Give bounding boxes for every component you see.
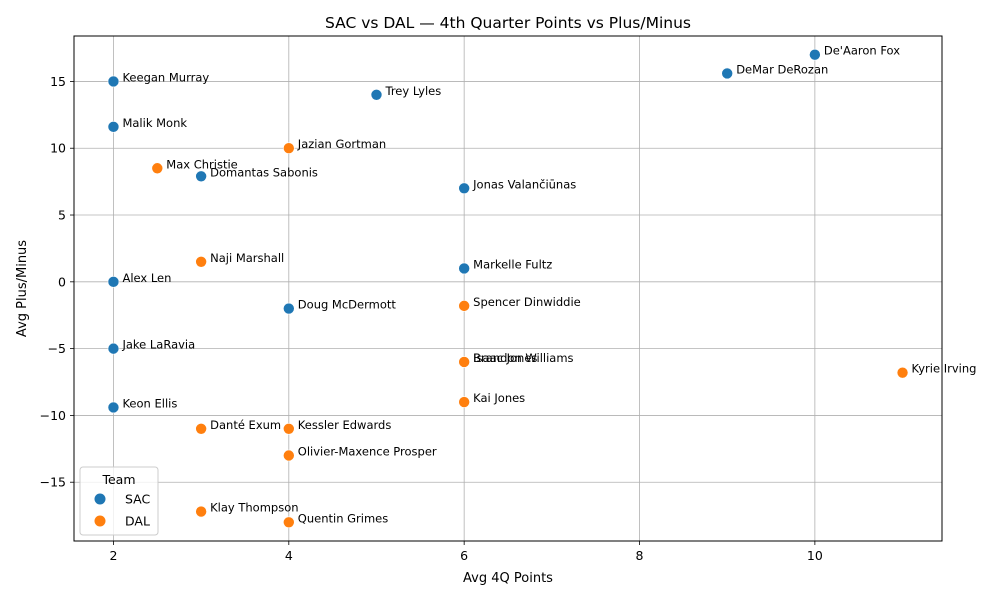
point-label: De'Aaron Fox <box>824 44 900 58</box>
data-point <box>458 356 470 368</box>
legend-items: SAC DAL <box>94 492 150 529</box>
point-label: Jazian Gortman <box>297 137 386 151</box>
data-point <box>458 182 470 195</box>
data-point <box>721 67 733 80</box>
y-tick-label: −5 <box>48 341 66 356</box>
data-points: De'Aaron Fox DeMar DeRozan Keegan Murray Tr… <box>107 44 977 529</box>
y-tick-label: −10 <box>40 408 66 423</box>
point-label: Jake LaRavia <box>121 338 195 352</box>
data-point <box>283 422 295 435</box>
legend-marker <box>94 493 106 505</box>
x-tick-label: 8 <box>636 548 644 563</box>
y-axis-label: Avg Plus/Minus <box>15 240 30 337</box>
x-tick-label: 2 <box>109 548 117 563</box>
data-point <box>107 401 120 414</box>
point-label: Klay Thompson <box>210 501 298 515</box>
point-label: Spencer Dinwiddie <box>473 295 581 309</box>
data-point <box>283 516 295 529</box>
point-label: Alex Len <box>122 271 171 285</box>
point-label: Kai Jones <box>473 391 525 405</box>
point-label: Malik Monk <box>122 116 187 130</box>
data-point <box>458 262 470 275</box>
point-label: Olivier-Maxence Prosper <box>298 444 437 458</box>
plot-frame <box>73 35 943 542</box>
point-label: Quentin Grimes <box>298 511 388 525</box>
chart-title: SAC vs DAL — 4th Quarter Points vs Plus/… <box>325 14 691 32</box>
data-point <box>809 48 821 61</box>
point-label: Kyrie Irving <box>912 362 977 376</box>
data-point <box>107 121 120 133</box>
point-label: Danté Exum <box>210 418 281 432</box>
point-label: Keon Ellis <box>122 396 177 410</box>
x-tick-label: 4 <box>285 548 293 563</box>
point-label: Naji Marshall <box>210 251 284 265</box>
y-tick-label: 15 <box>50 74 66 89</box>
data-point <box>195 170 207 183</box>
x-tick-label: 6 <box>460 548 468 563</box>
data-point <box>896 366 909 379</box>
point-label: DeMar DeRozan <box>736 62 828 76</box>
y-tick-label: 10 <box>50 141 66 156</box>
legend: Team SAC DAL <box>79 466 159 536</box>
data-point <box>283 142 295 155</box>
point-label: Isaac Jones <box>473 351 537 365</box>
y-tick-label: 0 <box>58 274 66 289</box>
data-point <box>195 505 207 518</box>
data-point <box>370 88 383 101</box>
x-tick-label: 10 <box>807 548 823 563</box>
data-point <box>283 302 295 315</box>
legend-marker <box>94 515 106 527</box>
data-point <box>195 422 207 435</box>
legend-title: Team <box>101 472 135 487</box>
data-point <box>283 449 295 462</box>
data-point <box>195 255 207 268</box>
data-point <box>458 300 470 312</box>
data-point <box>107 342 120 355</box>
point-label: Doug McDermott <box>298 298 397 312</box>
point-label: Jonas Valančiūnas <box>472 177 576 191</box>
point-label: Trey Lyles <box>384 84 441 98</box>
data-point <box>107 75 120 88</box>
point-label: Markelle Fultz <box>473 257 552 271</box>
point-label: Domantas Sabonis <box>210 165 318 179</box>
gridlines <box>74 36 942 541</box>
point-label: Max Christie <box>166 157 237 171</box>
point-label: Keegan Murray <box>122 70 209 84</box>
x-axis-label: Avg 4Q Points <box>463 571 553 586</box>
legend-label: DAL <box>125 514 150 529</box>
data-point <box>458 396 470 408</box>
y-tick-label: −15 <box>40 475 66 490</box>
point-label: Brandon Williams <box>473 351 573 365</box>
data-point <box>151 162 164 175</box>
y-tick-label: 5 <box>58 208 66 223</box>
data-point <box>107 276 120 288</box>
legend-label: SAC <box>125 492 150 507</box>
axis-ticks: 2 4 6 8 10 −15 −10 −5 0 5 10 15 <box>40 74 823 563</box>
point-label: Kessler Edwards <box>298 418 392 432</box>
